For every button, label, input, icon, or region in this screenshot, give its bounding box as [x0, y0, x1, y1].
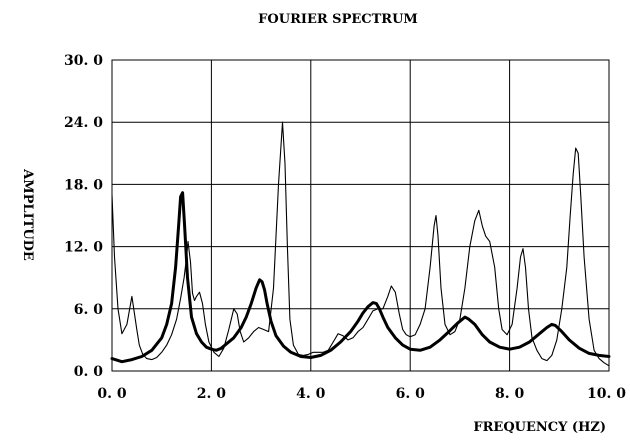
x-tick-label: 0. 0 — [97, 386, 126, 402]
x-tick-label: 4. 0 — [296, 386, 325, 402]
grid-lines — [112, 60, 609, 371]
y-tick-label: 30. 0 — [64, 53, 103, 69]
x-tick-label: 2. 0 — [197, 386, 226, 402]
series-line-thick — [110, 191, 611, 364]
y-tick-label: 0. 0 — [74, 364, 103, 380]
series-line-thin — [111, 121, 610, 367]
x-tick-label: 10. 0 — [587, 386, 626, 402]
y-tick-label: 6. 0 — [74, 302, 103, 318]
chart-title: FOURIER SPECTRUM — [258, 12, 418, 27]
y-tick-label: 12. 0 — [64, 240, 103, 256]
plot-frame — [111, 59, 610, 372]
x-axis-label: FREQUENCY (HZ) — [473, 420, 606, 435]
x-tick-labels: 0. 0 2. 0 4. 0 6. 0 8. 0 10. 0 — [97, 386, 626, 402]
y-tick-label: 18. 0 — [64, 177, 103, 193]
y-tick-label: 24. 0 — [64, 115, 103, 131]
x-tick-label: 6. 0 — [396, 386, 425, 402]
y-tick-labels: 0. 0 6. 0 12. 0 18. 0 24. 0 30. 0 — [64, 53, 103, 380]
x-tick-label: 8. 0 — [495, 386, 524, 402]
series-layer — [110, 121, 611, 367]
y-axis-label: AMPLITUDE — [20, 168, 35, 261]
